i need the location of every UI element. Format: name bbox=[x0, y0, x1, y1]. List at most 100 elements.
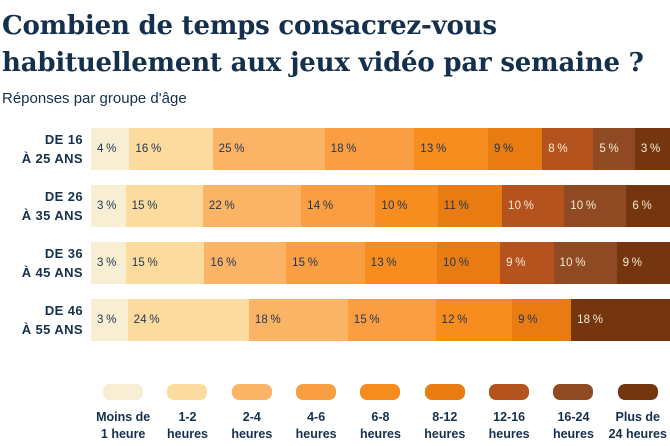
bar-segment: 9 % bbox=[512, 299, 572, 341]
legend-label-line: 24 heures bbox=[608, 427, 667, 441]
legend-label-line: 1 heure bbox=[100, 427, 146, 441]
segment-value-label: 18 % bbox=[254, 314, 281, 326]
legend-label: 12-16 heures bbox=[489, 409, 530, 443]
bar-segment: 24 % bbox=[127, 299, 249, 341]
legend-label-line: 8-12 bbox=[432, 410, 458, 424]
legend-item: 6-8 heures bbox=[348, 384, 412, 443]
segment-value-label: 15 % bbox=[292, 257, 319, 269]
legend-label: Moins de 1 heure bbox=[96, 409, 150, 443]
segment-value-label: 9 % bbox=[506, 257, 526, 269]
row-label: DE 26 À 35 ANS bbox=[0, 185, 91, 227]
bar-segment: 8 % bbox=[542, 128, 594, 170]
legend-label-line: 16-24 bbox=[557, 410, 590, 424]
bar-segment: 10 % bbox=[437, 242, 501, 284]
bar-segment: 4 % bbox=[91, 128, 130, 170]
row-label-line: À 45 ANS bbox=[21, 265, 83, 280]
segment-value-label: 15 % bbox=[131, 257, 158, 269]
bar-segment: 5 % bbox=[593, 128, 635, 170]
stacked-bar: 3 % 24 % 18 % 15 % 12 % 9 % 18 % bbox=[91, 299, 670, 341]
legend-item: Plus de 24 heures bbox=[606, 384, 670, 443]
segment-value-label: 16 % bbox=[210, 257, 237, 269]
legend-item: 16-24 heures bbox=[541, 384, 605, 443]
segment-value-label: 13 % bbox=[370, 257, 397, 269]
segment-value-label: 10 % bbox=[570, 200, 597, 212]
legend-label-line: heures bbox=[359, 427, 401, 441]
segment-value-label: 4 % bbox=[97, 143, 117, 155]
legend-item: 1-2 heures bbox=[155, 384, 219, 443]
legend-label-line: heures bbox=[424, 427, 466, 441]
bar-segment: 15 % bbox=[125, 242, 205, 284]
segment-value-label: 15 % bbox=[131, 200, 158, 212]
bar-segment: 10 % bbox=[553, 242, 617, 284]
segment-value-label: 24 % bbox=[133, 314, 160, 326]
stacked-bar: 4 % 16 % 25 % 18 % 13 % 9 % 8 % 5 % 3 % bbox=[91, 128, 670, 170]
legend-label-line: heures bbox=[295, 427, 337, 441]
legend-swatch bbox=[489, 384, 530, 400]
row-label-line: DE 46 bbox=[44, 303, 83, 318]
bar-segment: 16 % bbox=[204, 242, 287, 284]
legend-item: Moins de 1 heure bbox=[91, 384, 155, 443]
bar-segment: 10 % bbox=[564, 185, 627, 227]
legend-swatch bbox=[103, 384, 144, 400]
segment-value-label: 14 % bbox=[307, 200, 334, 212]
segment-value-label: 8 % bbox=[548, 143, 568, 155]
row-label-line: DE 36 bbox=[44, 246, 83, 261]
bar-segment: 9 % bbox=[616, 242, 670, 284]
segment-value-label: 10 % bbox=[559, 257, 586, 269]
row-label-line: À 25 ANS bbox=[21, 151, 83, 166]
stacked-bar: 3 % 15 % 16 % 15 % 13 % 10 % 9 % 10 % 9 % bbox=[91, 242, 670, 284]
legend-label: 1-2 heures bbox=[167, 409, 208, 443]
legend-label: 16-24 heures bbox=[553, 409, 594, 443]
legend-item: 8-12 heures bbox=[413, 384, 477, 443]
segment-value-label: 5 % bbox=[599, 143, 619, 155]
segment-value-label: 9 % bbox=[518, 314, 538, 326]
bar-segment: 3 % bbox=[634, 128, 670, 170]
bar-segment: 3 % bbox=[91, 185, 126, 227]
segment-value-label: 3 % bbox=[97, 257, 117, 269]
legend-label: 8-12 heures bbox=[424, 409, 465, 443]
legend-label-line: heures bbox=[231, 427, 273, 441]
legend-label-line: 2-4 bbox=[242, 410, 261, 424]
chart-title-line: Combien de temps consacrez-vous bbox=[2, 11, 497, 41]
bar-segment: 10 % bbox=[375, 185, 438, 227]
bar-segment: 15 % bbox=[125, 185, 203, 227]
legend-label-line: heures bbox=[488, 427, 530, 441]
legend-swatch bbox=[231, 384, 272, 400]
bar-row: DE 16 À 25 ANS 4 % 16 % 25 % 18 % 13 % 9 % 8 % 5 … bbox=[0, 128, 670, 170]
bar-segment: 18 % bbox=[571, 299, 670, 341]
segment-value-label: 12 % bbox=[441, 314, 468, 326]
bar-segment: 18 % bbox=[248, 299, 348, 341]
bar-segment: 18 % bbox=[324, 128, 415, 170]
segment-value-label: 16 % bbox=[135, 143, 162, 155]
segment-value-label: 25 % bbox=[218, 143, 245, 155]
bar-row: DE 46 À 55 ANS 3 % 24 % 18 % 15 % 12 % 9 % 18 % bbox=[0, 299, 670, 341]
bar-row: DE 26 À 35 ANS 3 % 15 % 22 % 14 % 10 % 11 % 10 %… bbox=[0, 185, 670, 227]
bar-segment: 9 % bbox=[487, 128, 543, 170]
segment-value-label: 18 % bbox=[577, 314, 604, 326]
bar-chart: DE 16 À 25 ANS 4 % 16 % 25 % 18 % 13 % 9 % 8 % 5 … bbox=[0, 128, 670, 341]
bar-segment: 15 % bbox=[286, 242, 365, 284]
bar-segment: 9 % bbox=[500, 242, 554, 284]
legend-swatch bbox=[424, 384, 465, 400]
segment-value-label: 10 % bbox=[381, 200, 408, 212]
legend-label-line: 12-16 bbox=[493, 410, 526, 424]
bar-segment: 12 % bbox=[435, 299, 513, 341]
row-label-line: DE 26 bbox=[44, 189, 83, 204]
segment-value-label: 11 % bbox=[443, 200, 469, 212]
legend-label-line: 6-8 bbox=[371, 410, 390, 424]
bar-segment: 13 % bbox=[414, 128, 488, 170]
bar-segment: 10 % bbox=[501, 185, 565, 227]
legend-label-line: heures bbox=[552, 427, 594, 441]
legend-label-line: Moins de bbox=[96, 410, 151, 424]
row-label: DE 46 À 55 ANS bbox=[0, 299, 91, 341]
legend-swatch bbox=[296, 384, 337, 400]
row-label: DE 16 À 25 ANS bbox=[0, 128, 91, 170]
chart-title: Combien de temps consacrez-vous habituel… bbox=[0, 0, 670, 82]
segment-value-label: 3 % bbox=[97, 200, 117, 212]
segment-value-label: 18 % bbox=[330, 143, 357, 155]
legend-label-line: 4-6 bbox=[307, 410, 326, 424]
bar-segment: 14 % bbox=[301, 185, 376, 227]
legend-item: 12-16 heures bbox=[477, 384, 541, 443]
segment-value-label: 6 % bbox=[632, 200, 652, 212]
